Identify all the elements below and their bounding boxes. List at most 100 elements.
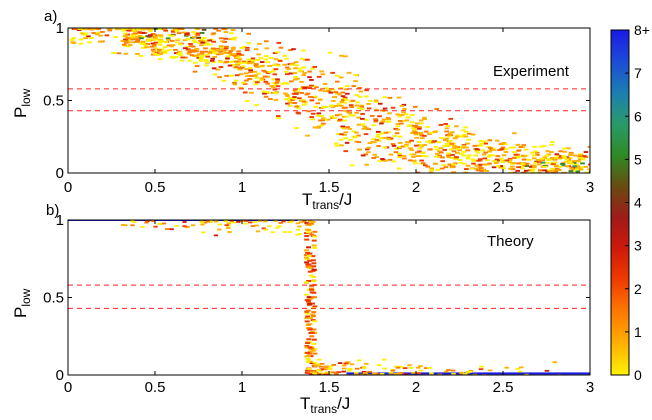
colorbar-tick-label: 4	[634, 195, 642, 211]
panel-a-cell	[315, 102, 321, 105]
panel-a-cell	[163, 41, 168, 43]
panel-b-ylabel-main: P	[11, 307, 30, 318]
panel-a-cell	[356, 141, 362, 143]
panel-a-cell	[166, 44, 172, 47]
panel-a-cell	[534, 160, 539, 163]
panel-b-cell	[371, 372, 377, 375]
panel-a-cell	[125, 33, 130, 36]
panel-a-cell	[310, 67, 315, 70]
panel-b-cell	[395, 366, 401, 369]
panel-a-cell	[121, 28, 126, 30]
panel-a-cell	[364, 95, 369, 98]
panel-a-cell	[191, 50, 196, 53]
panel-a-cell	[542, 156, 547, 159]
panel-a-cell	[285, 95, 290, 97]
panel-b-cell	[336, 371, 342, 373]
panel-b-cell	[169, 228, 174, 231]
panel-a-cell	[173, 56, 179, 58]
panel-a-cell	[361, 127, 367, 130]
panel-a-cell	[388, 137, 394, 140]
panel-a-cell	[170, 29, 176, 32]
panel-a-cell	[515, 143, 521, 146]
panel-a-cell	[130, 41, 135, 44]
panel-a-cell	[383, 131, 389, 134]
panel-b-ylabel-sub: low	[19, 288, 33, 306]
panel-a-cell	[342, 101, 347, 104]
panel-a-cell	[200, 41, 205, 44]
panel-a-cell	[253, 74, 258, 77]
panel-a-cell	[387, 112, 392, 115]
panel-a-cell	[371, 138, 376, 141]
panel-a-cell	[387, 96, 393, 99]
panel-a-cell	[284, 93, 290, 96]
panel-b-cell	[304, 261, 309, 264]
panel-a-cell	[455, 135, 460, 138]
panel-a-cell	[301, 49, 306, 52]
colorbar-tick-label: 1	[634, 324, 642, 340]
panel-a-cell	[521, 158, 527, 161]
panel-b-cell	[311, 328, 317, 331]
panel-b-cell	[267, 225, 272, 228]
panel-a-cell	[218, 45, 224, 48]
panel-a-cell	[218, 53, 224, 55]
panel-a-cell	[424, 155, 429, 158]
panel-a-cell	[223, 31, 229, 33]
colorbar-tick-label: 5	[634, 151, 642, 167]
panel-a-cell	[374, 156, 379, 158]
panel-a-cell	[463, 135, 469, 138]
panel-a-cell	[451, 150, 457, 153]
panel-a-cell	[259, 79, 264, 82]
panel-a-cell	[156, 49, 162, 51]
panel-a-cell	[404, 145, 409, 148]
panel-b-cell	[304, 222, 309, 224]
panel-a-cell	[432, 140, 437, 143]
panel-b-cell	[304, 249, 309, 252]
panel-a-cell	[342, 96, 348, 99]
panel-a-cell	[277, 60, 283, 62]
panel-a-cell	[239, 47, 245, 49]
panel-a-cell	[482, 163, 488, 166]
panel-a-cell	[293, 76, 298, 78]
panel-a-cell	[215, 68, 221, 71]
panel-a-cell	[413, 131, 418, 134]
panel-a-cell	[140, 31, 146, 34]
panel-a-cell	[465, 149, 471, 152]
panel-a-xtick-label: 0	[64, 179, 72, 196]
panel-a-cell	[125, 45, 131, 48]
panel-a-label: a)	[44, 8, 57, 25]
panel-a-cell	[450, 164, 456, 167]
panel-a-cell	[247, 61, 253, 63]
panel-a-cell	[381, 137, 387, 139]
panel-a-cell	[438, 137, 444, 139]
panel-a-cell	[363, 153, 368, 156]
panel-a-cell	[419, 144, 425, 147]
panel-a-cell	[372, 141, 377, 144]
panel-b-cell	[242, 222, 248, 225]
panel-b-cell	[320, 372, 325, 375]
panel-a-cell	[228, 61, 233, 63]
panel-a-cell	[400, 120, 406, 122]
panel-a-cell	[531, 164, 537, 167]
panel-a-cell	[217, 76, 222, 79]
panel-b-cell	[524, 373, 529, 375]
panel-a-cell	[454, 125, 459, 128]
panel-a-cell	[275, 79, 280, 82]
panel-a-cell	[499, 148, 505, 151]
panel-a-cell	[192, 36, 197, 38]
panel-a-cell	[78, 42, 84, 45]
panel-b-label: b)	[46, 202, 59, 219]
panel-a-cell	[244, 100, 250, 102]
panel-a-cell	[221, 28, 226, 30]
panel-a-cell	[404, 119, 410, 122]
panel-a-cell	[554, 164, 559, 167]
panel-a-cell	[300, 99, 306, 101]
panel-a-cell	[503, 151, 509, 153]
panel-a-cell	[397, 146, 403, 148]
panel-b-cell	[306, 255, 312, 257]
panel-b-cell	[311, 262, 317, 265]
panel-a-cell	[477, 164, 482, 167]
panel-a-cell	[327, 51, 333, 54]
panel-a-cell	[423, 164, 428, 167]
panel-a-cell	[346, 71, 352, 74]
panel-b-cell	[229, 221, 234, 224]
